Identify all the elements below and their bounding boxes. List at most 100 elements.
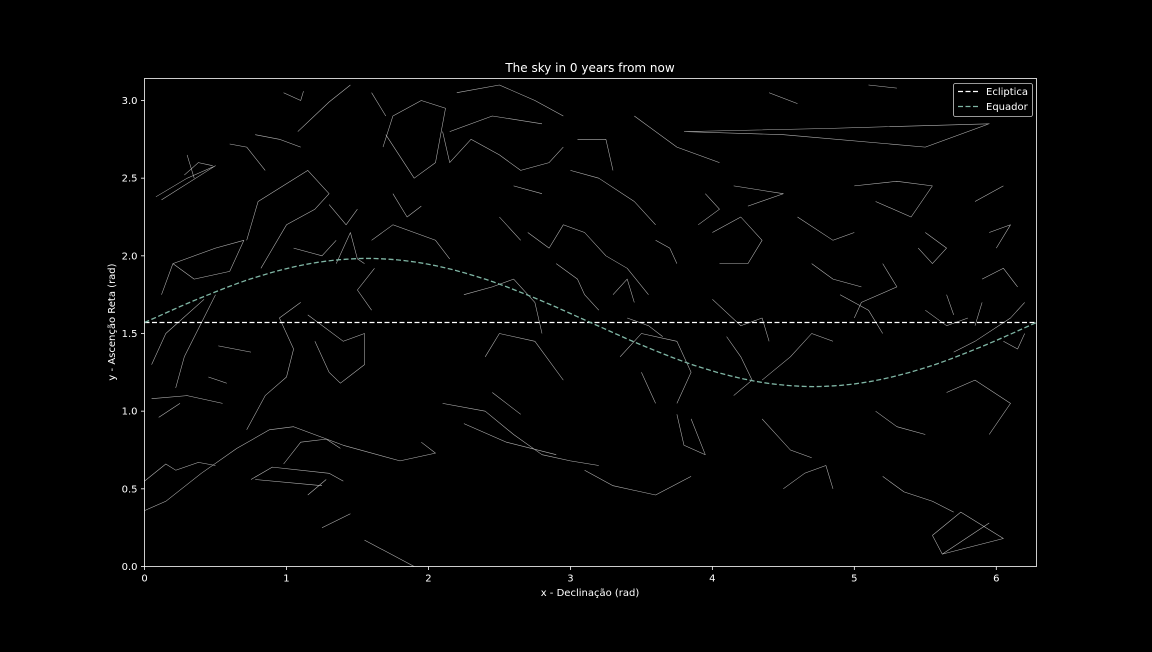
constellation-line-21 [293,240,337,257]
constellation-line-53 [712,299,770,342]
x-ticks: 0 1 2 3 4 5 6 [141,566,999,585]
plot-frame [144,78,1037,567]
y-tick-label-1: 0.5 [122,484,138,495]
constellation-line-41 [570,170,656,225]
constellation-line-62 [854,263,898,319]
x-tick-label-1: 1 [283,574,289,585]
constellation-line-3 [161,240,245,295]
constellation-line-49 [619,333,692,404]
constellation-line-25 [255,134,301,148]
constellation-line-42 [577,139,614,171]
constellation-line-69 [989,224,1011,249]
constellation-line-73 [932,511,1004,555]
constellation-line-37 [499,216,521,241]
constellation-line-78 [698,193,720,226]
legend-label-ecliptica: Ecliptica [986,87,1028,98]
constellation-line-50 [641,372,656,404]
constellation-line-28 [382,100,446,179]
constellation-line-32 [357,268,375,311]
x-tick-label-2: 2 [425,574,431,585]
constellation-line-81 [655,240,678,264]
x-tick-label-5: 5 [851,574,857,585]
constellation-layer [144,84,1025,567]
constellation-line-82 [627,317,663,337]
constellation-line-12 [250,466,344,482]
constellation-line-7 [218,345,252,353]
y-tick-label-2: 1.0 [122,407,138,418]
constellation-line-83 [946,294,954,315]
constellation-line-47 [463,423,557,455]
legend: Ecliptica Equador [953,83,1033,117]
y-tick-label-3: 1.5 [122,329,138,340]
constellation-line-45 [442,403,599,466]
constellation-line-18 [246,302,301,430]
constellation-line-61 [854,181,933,218]
constellation-line-17 [364,539,415,567]
x-tick-label-3: 3 [567,574,573,585]
constellation-line-74 [942,522,990,555]
constellation-line-38 [463,278,543,334]
legend-label-equador: Equador [986,102,1029,113]
x-tick-label-6: 6 [993,574,999,585]
constellation-line-75 [683,123,990,148]
constellation-line-9 [158,403,181,418]
constellation-line-16 [321,513,351,528]
constellation-line-66 [925,309,968,326]
constellation-line-46 [492,392,521,415]
y-tick-label-6: 3.0 [122,96,138,107]
constellation-line-10 [144,426,436,511]
constellation-line-54 [733,185,784,207]
constellation-line-20 [246,170,330,269]
constellation-line-48 [584,469,692,496]
constellation-line-70 [981,268,1018,288]
constellation-line-80 [612,278,635,303]
constellation-line-30 [392,193,422,218]
constellation-line-43 [634,115,720,163]
constellation-line-55 [761,333,834,381]
constellation-line-34 [456,84,564,117]
x-tick-label-0: 0 [141,574,147,585]
constellation-line-64 [882,476,954,513]
constellation-line-44 [484,333,564,381]
constellation-line-52 [712,216,763,264]
constellation-line-11 [144,462,216,482]
constellation-line-79 [726,336,753,396]
constellation-line-40 [556,263,600,311]
series-layer [144,257,1037,388]
constellation-line-35 [449,115,543,132]
constellation-line-63 [875,410,926,435]
constellation-line-56 [761,418,812,459]
constellation-line-5 [151,395,223,404]
constellation-line-59 [811,263,862,288]
constellation-line-13 [255,479,323,486]
constellation-line-57 [783,465,834,490]
constellation-line-67 [946,379,1011,435]
constellation-line-24 [297,84,351,132]
constellation-line-1 [184,162,213,176]
constellation-line-2 [186,154,195,179]
constellation-line-65 [917,232,947,264]
constellation-line-6 [151,299,205,365]
constellation-line-4 [175,294,216,388]
y-tick-label-5: 2.5 [122,174,138,185]
constellation-line-19 [307,314,365,384]
constellation-line-60 [839,294,883,334]
constellation-line-72 [1003,333,1025,350]
y-axis-label: y - Ascenção Reta (rad) [107,263,118,380]
constellation-line-31 [371,224,450,260]
constellation-line-77 [868,84,897,89]
y-tick-label-4: 2.0 [122,251,138,262]
constellation-line-68 [974,185,1004,202]
constellation-line-84 [974,302,983,326]
y-ticks: 0.0 0.5 1.0 1.5 2.0 2.5 3.0 [122,96,145,573]
constellation-line-22 [335,232,365,264]
chart-title: The sky in 0 years from now [504,61,675,75]
constellation-line-23 [328,204,358,226]
constellation-line-58 [797,216,855,241]
constellation-line-8 [208,376,227,384]
constellation-line-36 [513,185,543,194]
constellation-line-0 [155,165,216,201]
x-axis-label: x - Declinação (rad) [541,588,640,599]
